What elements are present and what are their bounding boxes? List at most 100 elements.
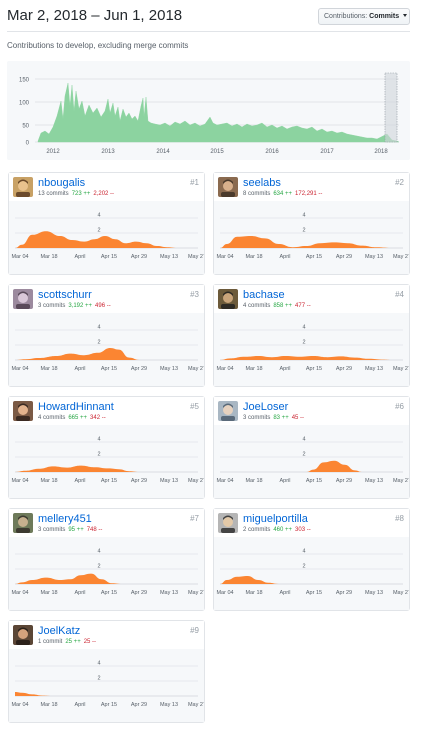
contributions-type-select[interactable]: Contributions: Commits bbox=[318, 8, 410, 25]
chart-x-tick: May 27 bbox=[188, 366, 204, 372]
contributor-login-link[interactable]: scottschurr bbox=[38, 289, 92, 301]
contributor-login-link[interactable]: HowardHinnant bbox=[38, 401, 114, 413]
contributor-card: JoeLoser 3 commits 83 ++ 45 -- #6 4 2 Mar 04 Mar… bbox=[213, 396, 410, 499]
chart-x-tick: Mar 18 bbox=[40, 254, 57, 260]
chart-x-tick: May 13 bbox=[365, 590, 383, 596]
commit-count[interactable]: 13 commits bbox=[38, 191, 69, 197]
contributor-rank: #4 bbox=[395, 290, 404, 299]
contributor-card-header: bachase 4 commits 858 ++ 477 -- #4 bbox=[214, 285, 409, 313]
avatar[interactable] bbox=[218, 289, 238, 309]
contributor-login-link[interactable]: bachase bbox=[243, 289, 285, 301]
chart-y-tick: 4 bbox=[302, 549, 305, 555]
contributor-chart-svg[interactable]: 4 2 Mar 04 Mar 18 April Apr 15 Apr 29 May 13 May… bbox=[9, 313, 204, 386]
contributor-card-header: scottschurr 3 commits 3,192 ++ 496 -- #3 bbox=[9, 285, 204, 313]
contributor-card-header: JoeLoser 3 commits 83 ++ 45 -- #6 bbox=[214, 397, 409, 425]
contributor-activity-chart[interactable]: 4 2 Mar 04 Mar 18 April Apr 15 Apr 29 May 13 May… bbox=[214, 537, 409, 610]
chart-x-tick: Mar 18 bbox=[245, 478, 262, 484]
overview-x-tick: 2015 bbox=[210, 149, 224, 155]
overview-x-tick: 2018 bbox=[374, 149, 388, 155]
avatar[interactable] bbox=[13, 401, 33, 421]
chart-x-tick: Mar 04 bbox=[216, 590, 233, 596]
date-range-title: Mar 2, 2018 – Jun 1, 2018 bbox=[7, 7, 183, 24]
overview-x-tick: 2013 bbox=[101, 149, 115, 155]
contributor-stats: 4 commits 665 ++ 342 -- bbox=[38, 415, 106, 421]
contributor-chart-svg[interactable]: 4 2 Mar 04 Mar 18 April Apr 15 Apr 29 May 13 May… bbox=[214, 537, 409, 610]
overview-svg[interactable]: 150 100 50 0 2012 2013 2014 2015 2016 2017 2018 bbox=[7, 61, 410, 160]
contributor-activity-chart[interactable]: 4 2 Mar 04 Mar 18 April Apr 15 Apr 29 May 13 May… bbox=[214, 313, 409, 386]
chart-x-tick: April bbox=[279, 366, 290, 372]
avatar[interactable] bbox=[218, 513, 238, 533]
chart-x-tick: May 13 bbox=[365, 254, 383, 260]
commit-count[interactable]: 4 commits bbox=[38, 415, 66, 421]
contributor-activity-chart[interactable]: 4 2 Mar 04 Mar 18 April Apr 15 Apr 29 May 13 May… bbox=[9, 649, 204, 722]
commit-count[interactable]: 2 commits bbox=[243, 527, 271, 533]
chart-y-tick: 4 bbox=[302, 437, 305, 443]
chart-y-tick: 4 bbox=[97, 437, 100, 443]
chart-x-tick: April bbox=[74, 478, 85, 484]
chart-x-tick: Mar 18 bbox=[40, 478, 57, 484]
contributor-activity-area bbox=[15, 573, 188, 584]
contributor-login-link[interactable]: JoeLoser bbox=[243, 401, 289, 413]
contributor-activity-chart[interactable]: 4 2 Mar 04 Mar 18 April Apr 15 Apr 29 May 13 May… bbox=[9, 425, 204, 498]
chart-y-tick: 2 bbox=[302, 228, 305, 234]
deletions-count: 748 -- bbox=[86, 527, 103, 533]
commit-count[interactable]: 3 commits bbox=[38, 303, 66, 309]
overview-brush-selection[interactable] bbox=[384, 72, 398, 143]
commit-count[interactable]: 3 commits bbox=[38, 527, 66, 533]
chart-y-tick: 2 bbox=[302, 564, 305, 570]
contributor-activity-chart[interactable]: 4 2 Mar 04 Mar 18 April Apr 15 Apr 29 May 13 May… bbox=[214, 201, 409, 274]
contributor-stats: 3 commits 3,192 ++ 496 -- bbox=[38, 303, 111, 309]
chart-x-tick: Apr 15 bbox=[306, 478, 322, 484]
contributor-chart-svg[interactable]: 4 2 Mar 04 Mar 18 April Apr 15 Apr 29 May 13 May… bbox=[9, 537, 204, 610]
overview-x-tick: 2012 bbox=[46, 149, 60, 155]
overview-y-tick: 50 bbox=[22, 124, 29, 130]
contributor-chart-svg[interactable]: 4 2 Mar 04 Mar 18 April Apr 15 Apr 29 May 13 May… bbox=[9, 649, 204, 722]
chart-x-tick: May 13 bbox=[365, 366, 383, 372]
contributor-activity-chart[interactable]: 4 2 Mar 04 Mar 18 April Apr 15 Apr 29 May 13 May… bbox=[9, 313, 204, 386]
avatar[interactable] bbox=[218, 177, 238, 197]
contributor-chart-svg[interactable]: 4 2 Mar 04 Mar 18 April Apr 15 Apr 29 May 13 May… bbox=[214, 425, 409, 498]
contributor-card: nbougalis 13 commits 723 ++ 2,202 -- #1 4 2 Mar… bbox=[8, 172, 205, 275]
contributor-chart-svg[interactable]: 4 2 Mar 04 Mar 18 April Apr 15 Apr 29 May 13 May… bbox=[9, 425, 204, 498]
avatar[interactable] bbox=[13, 177, 33, 197]
contributor-login-link[interactable]: mellery451 bbox=[38, 513, 92, 525]
additions-count: 25 ++ bbox=[65, 639, 81, 645]
contributor-stats: 3 commits 95 ++ 748 -- bbox=[38, 527, 102, 533]
overview-y-tick: 0 bbox=[26, 141, 30, 147]
avatar[interactable] bbox=[218, 401, 238, 421]
contributor-login-link[interactable]: nbougalis bbox=[38, 177, 86, 189]
contributor-chart-svg[interactable]: 4 2 Mar 04 Mar 18 April Apr 15 Apr 29 May 13 May… bbox=[214, 313, 409, 386]
contributor-login-link[interactable]: JoelKatz bbox=[38, 625, 81, 637]
contributor-rank: #3 bbox=[190, 290, 199, 299]
avatar[interactable] bbox=[13, 289, 33, 309]
chart-x-tick: Mar 18 bbox=[245, 366, 262, 372]
overview-graph[interactable]: 150 100 50 0 2012 2013 2014 2015 2016 2017 2018 bbox=[7, 61, 410, 160]
chart-x-tick: May 13 bbox=[365, 478, 383, 484]
contributor-activity-chart[interactable]: 4 2 Mar 04 Mar 18 April Apr 15 Apr 29 May 13 May… bbox=[214, 425, 409, 498]
contributor-login-link[interactable]: miguelportilla bbox=[243, 513, 308, 525]
contributor-card: bachase 4 commits 858 ++ 477 -- #4 4 2 Mar 04 Ma… bbox=[213, 284, 410, 387]
chart-x-tick: May 13 bbox=[160, 254, 178, 260]
contributor-activity-chart[interactable]: 4 2 Mar 04 Mar 18 April Apr 15 Apr 29 May 13 May… bbox=[9, 537, 204, 610]
commit-count[interactable]: 4 commits bbox=[243, 303, 271, 309]
avatar[interactable] bbox=[13, 513, 33, 533]
contributor-chart-svg[interactable]: 4 2 Mar 04 Mar 18 April Apr 15 Apr 29 May 13 May… bbox=[214, 201, 409, 274]
commit-count[interactable]: 1 commit bbox=[38, 639, 63, 645]
avatar[interactable] bbox=[13, 625, 33, 645]
contributor-activity-chart[interactable]: 4 2 Mar 04 Mar 18 April Apr 15 Apr 29 May 13 May… bbox=[9, 201, 204, 274]
contributor-chart-svg[interactable]: 4 2 Mar 04 Mar 18 April Apr 15 Apr 29 May 13 May… bbox=[9, 201, 204, 274]
contributor-activity-area bbox=[220, 576, 393, 584]
commit-count[interactable]: 8 commits bbox=[243, 191, 271, 197]
chart-y-tick: 2 bbox=[97, 340, 100, 346]
chart-x-tick: Mar 18 bbox=[245, 254, 262, 260]
contributor-card: seelabs 8 commits 634 ++ 172,291 -- #2 4 2 Mar … bbox=[213, 172, 410, 275]
contributor-login-link[interactable]: seelabs bbox=[243, 177, 281, 189]
contributor-stats: 4 commits 858 ++ 477 -- bbox=[243, 303, 311, 309]
header-divider bbox=[7, 31, 410, 32]
chart-y-tick: 4 bbox=[302, 213, 305, 219]
contributor-card: scottschurr 3 commits 3,192 ++ 496 -- #3 4 2 Ma… bbox=[8, 284, 205, 387]
chart-x-tick: May 27 bbox=[188, 702, 204, 708]
overview-y-tick: 150 bbox=[19, 78, 30, 84]
overview-x-tick: 2014 bbox=[156, 149, 170, 155]
commit-count[interactable]: 3 commits bbox=[243, 415, 271, 421]
